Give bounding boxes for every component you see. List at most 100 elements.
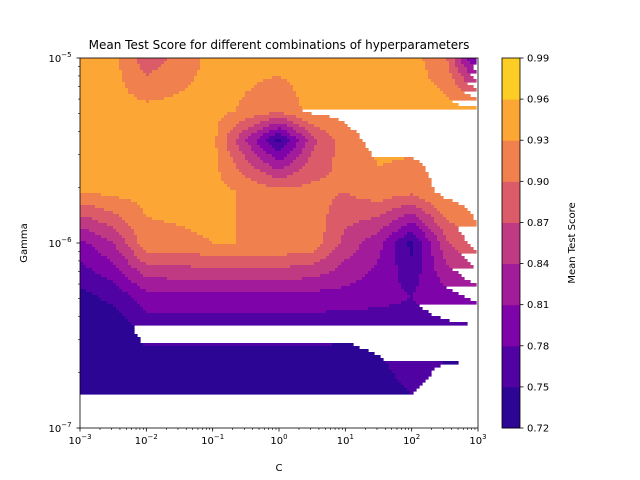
contour-cell xyxy=(269,142,288,146)
contour-cell xyxy=(470,61,477,65)
contour-cell xyxy=(437,271,459,275)
contour-cell xyxy=(287,253,330,257)
contour-cell xyxy=(332,136,360,140)
contour-cell xyxy=(419,238,429,242)
contour-cell xyxy=(80,148,219,152)
contour-cell xyxy=(449,70,459,74)
contour-cell xyxy=(431,253,444,257)
contour-cell xyxy=(80,157,219,161)
contour-cell xyxy=(137,202,237,206)
contour-cell xyxy=(236,109,303,113)
contour-cell xyxy=(440,226,459,230)
contour-cell xyxy=(80,379,399,383)
contour-cell xyxy=(125,238,138,242)
contour-cell xyxy=(80,214,120,218)
contour-cell xyxy=(431,214,444,218)
contour-cell xyxy=(305,163,333,167)
contour-cell xyxy=(305,142,318,146)
contour-cell xyxy=(434,217,447,221)
contour-cell xyxy=(305,127,321,131)
contour-cell xyxy=(107,223,129,227)
contour-cell xyxy=(296,136,306,140)
contour-cell xyxy=(431,250,444,254)
contour-cell xyxy=(419,280,441,284)
contour-cell xyxy=(80,286,120,290)
contour-cell xyxy=(452,76,465,80)
contour-cell xyxy=(464,79,477,83)
contour-cell xyxy=(266,139,276,143)
contour-cell xyxy=(272,175,288,179)
contour-cell xyxy=(437,223,456,227)
contour-cell xyxy=(137,238,210,242)
contour-cell xyxy=(80,205,96,209)
contour-cell xyxy=(239,100,300,104)
contour-cell xyxy=(341,241,363,245)
contour-cell xyxy=(128,262,147,266)
contour-cell xyxy=(338,265,375,269)
contour-cell xyxy=(197,73,429,77)
contour-cell xyxy=(401,205,417,209)
contour-cell xyxy=(455,79,465,83)
colorbar-segment xyxy=(502,386,520,429)
contour-cell xyxy=(326,229,345,233)
contour-cell xyxy=(128,259,141,263)
contour-cell xyxy=(131,322,468,326)
contour-cell xyxy=(92,292,129,296)
contour-cell xyxy=(143,211,237,215)
contour-cell xyxy=(125,256,138,260)
contour-cell xyxy=(254,151,267,155)
contour-cell xyxy=(248,160,264,164)
contour-cell xyxy=(389,235,405,239)
contour-cell xyxy=(116,265,132,269)
contour-cell xyxy=(269,163,291,167)
x-tick-label: 103 xyxy=(469,433,486,447)
contour-cell xyxy=(356,196,393,200)
contour-cell xyxy=(80,196,120,200)
contour-cell xyxy=(356,250,381,254)
contour-cell xyxy=(434,265,450,269)
contour-cell xyxy=(80,316,126,320)
contour-cell xyxy=(431,244,441,248)
contour-cell xyxy=(80,328,135,332)
contour-cell xyxy=(380,229,399,233)
contour-cell xyxy=(128,292,408,296)
contour-cell xyxy=(236,205,330,209)
contour-cell xyxy=(80,232,96,236)
contour-cell xyxy=(443,283,477,287)
contour-cell xyxy=(395,262,423,266)
contour-cell xyxy=(380,253,396,257)
contour-cell xyxy=(197,70,429,74)
contour-cell xyxy=(446,262,471,266)
contour-cell xyxy=(443,253,462,257)
y-axis-label: Gamma xyxy=(19,223,30,263)
contour-cell xyxy=(437,235,447,239)
contour-cell xyxy=(422,58,447,62)
contour-cell xyxy=(80,88,129,92)
contour-cell xyxy=(272,154,288,158)
contour-cell xyxy=(266,172,294,176)
contour-cell xyxy=(434,256,444,260)
contour-cell xyxy=(422,250,432,254)
contour-cell xyxy=(413,232,426,236)
contour-cell xyxy=(425,61,450,65)
contour-cell xyxy=(122,313,432,317)
contour-cell xyxy=(80,220,99,224)
contour-cell xyxy=(185,226,237,230)
contour-cell xyxy=(320,289,405,293)
contour-cell xyxy=(380,214,405,218)
contour-cell xyxy=(359,244,384,248)
contour-cell xyxy=(440,280,471,284)
contour-cell xyxy=(296,94,447,98)
contour-cell xyxy=(302,277,363,281)
contour-cell xyxy=(80,235,102,239)
contour-cell xyxy=(239,103,300,107)
x-tick-label: 102 xyxy=(403,433,420,447)
contour-cell xyxy=(251,178,321,182)
contour-cell xyxy=(359,247,384,251)
contour-cell xyxy=(215,136,228,140)
contour-cell xyxy=(422,241,432,245)
contour-cell xyxy=(152,70,198,74)
contour-cell xyxy=(449,67,459,71)
contour-cell xyxy=(119,58,138,62)
